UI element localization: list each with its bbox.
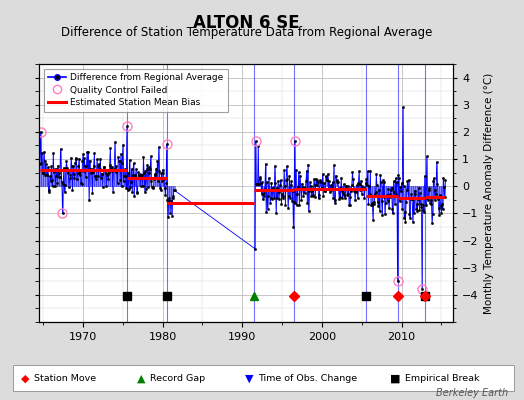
Text: Empirical Break: Empirical Break (405, 374, 479, 383)
Legend: Difference from Regional Average, Quality Control Failed, Estimated Station Mean: Difference from Regional Average, Qualit… (44, 68, 228, 112)
Text: ■: ■ (390, 373, 401, 383)
Text: ▲: ▲ (137, 373, 146, 383)
Text: Time of Obs. Change: Time of Obs. Change (258, 374, 357, 383)
Text: Record Gap: Record Gap (150, 374, 205, 383)
Y-axis label: Monthly Temperature Anomaly Difference (°C): Monthly Temperature Anomaly Difference (… (484, 72, 494, 314)
Text: Berkeley Earth: Berkeley Earth (436, 388, 508, 398)
FancyBboxPatch shape (13, 365, 514, 391)
Text: ▼: ▼ (245, 373, 253, 383)
Text: ALTON 6 SE: ALTON 6 SE (193, 14, 300, 32)
Text: Difference of Station Temperature Data from Regional Average: Difference of Station Temperature Data f… (61, 26, 432, 39)
Text: Station Move: Station Move (34, 374, 96, 383)
Text: ◆: ◆ (21, 373, 29, 383)
